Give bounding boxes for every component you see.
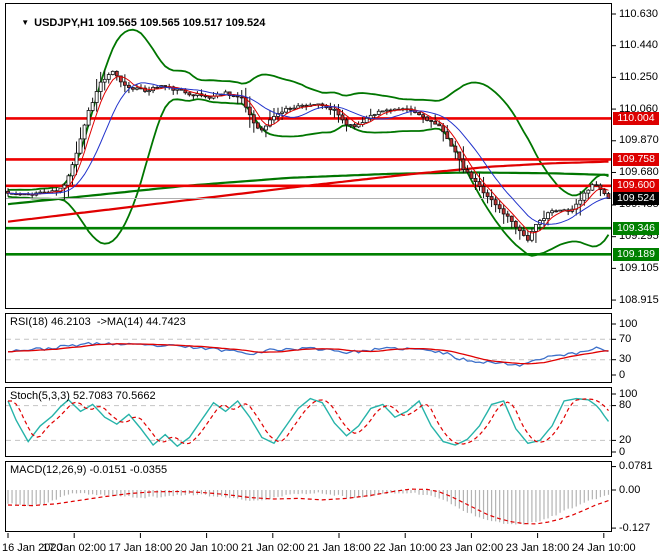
price-badge: 110.004 bbox=[613, 111, 659, 125]
time-axis-label: 17 Jan 18:00 bbox=[108, 542, 173, 554]
time-axis-label: 20 Jan 10:00 bbox=[174, 542, 239, 554]
rsi-label: RSI(18) 46.2103 ->MA(14) 44.7423 bbox=[10, 316, 186, 328]
indicator-tick-label: 100 bbox=[619, 317, 638, 330]
symbol-dropdown-icon[interactable]: ▼ bbox=[21, 18, 30, 27]
price-tick-label: 108.915 bbox=[619, 293, 659, 306]
price-tick-label: 109.870 bbox=[619, 134, 659, 147]
indicator-tick-label: 80 bbox=[619, 399, 632, 412]
indicator-tick-label: 0.0781 bbox=[619, 460, 653, 473]
price-badge: 109.189 bbox=[613, 247, 659, 261]
indicator-tick-label: -0.127 bbox=[619, 521, 651, 534]
price-badge: 109.758 bbox=[613, 152, 659, 166]
price-tick-label: 110.440 bbox=[619, 39, 658, 52]
ohlc-quote: 109.565 109.565 109.517 109.524 bbox=[97, 17, 266, 29]
price-tick-label: 109.680 bbox=[619, 165, 659, 178]
time-axis-label: 24 Jan 10:00 bbox=[571, 542, 636, 554]
price-tick-label: 109.105 bbox=[619, 261, 659, 274]
price-badge: 109.346 bbox=[613, 221, 659, 235]
time-axis-label: 23 Jan 18:00 bbox=[505, 542, 570, 554]
main-chart-pane[interactable] bbox=[5, 3, 612, 309]
indicator-tick-label: 100 bbox=[619, 387, 638, 400]
price-tick-label: 110.250 bbox=[619, 70, 658, 83]
macd-label: MACD(12,26,9) -0.0151 -0.0355 bbox=[10, 464, 168, 476]
time-axis-label: 16 Jan 2020 bbox=[2, 542, 63, 554]
indicator-tick-label: 70 bbox=[619, 332, 632, 345]
price-tick-label: 110.630 bbox=[619, 7, 658, 20]
time-axis-label: 23 Jan 02:00 bbox=[439, 542, 504, 554]
time-axis-label: 17 Jan 02:00 bbox=[42, 542, 106, 554]
price-badge: 109.600 bbox=[613, 179, 659, 193]
indicator-tick-label: 30 bbox=[619, 353, 632, 366]
symbol-timeframe: USDJPY,H1 bbox=[34, 17, 95, 29]
time-axis-label: 21 Jan 02:00 bbox=[240, 542, 305, 554]
chart-title: ▼ USDJPY,H1 109.565 109.565 109.517 109.5… bbox=[9, 5, 265, 41]
indicator-tick-label: 0 bbox=[619, 445, 626, 458]
time-axis-label: 22 Jan 10:00 bbox=[373, 542, 437, 554]
indicator-tick-label: 0 bbox=[619, 368, 626, 381]
time-axis[interactable]: 16 Jan 2020 17 Jan 02:00 17 Jan 18:00 20 Ja… bbox=[0, 533, 660, 560]
indicator-tick-label: 20 bbox=[619, 433, 632, 446]
indicator-tick-label: 0.00 bbox=[619, 483, 641, 496]
stoch-label: Stoch(5,3,3) 52.7083 70.5662 bbox=[10, 390, 156, 402]
time-axis-label: 21 Jan 18:00 bbox=[307, 542, 371, 554]
price-tick-label: 110.060 bbox=[619, 102, 658, 115]
price-badge: 109.524 bbox=[613, 191, 659, 205]
price-scale[interactable]: 110.630 110.440 110.250 110.060 109.870 109.6… bbox=[612, 0, 660, 534]
